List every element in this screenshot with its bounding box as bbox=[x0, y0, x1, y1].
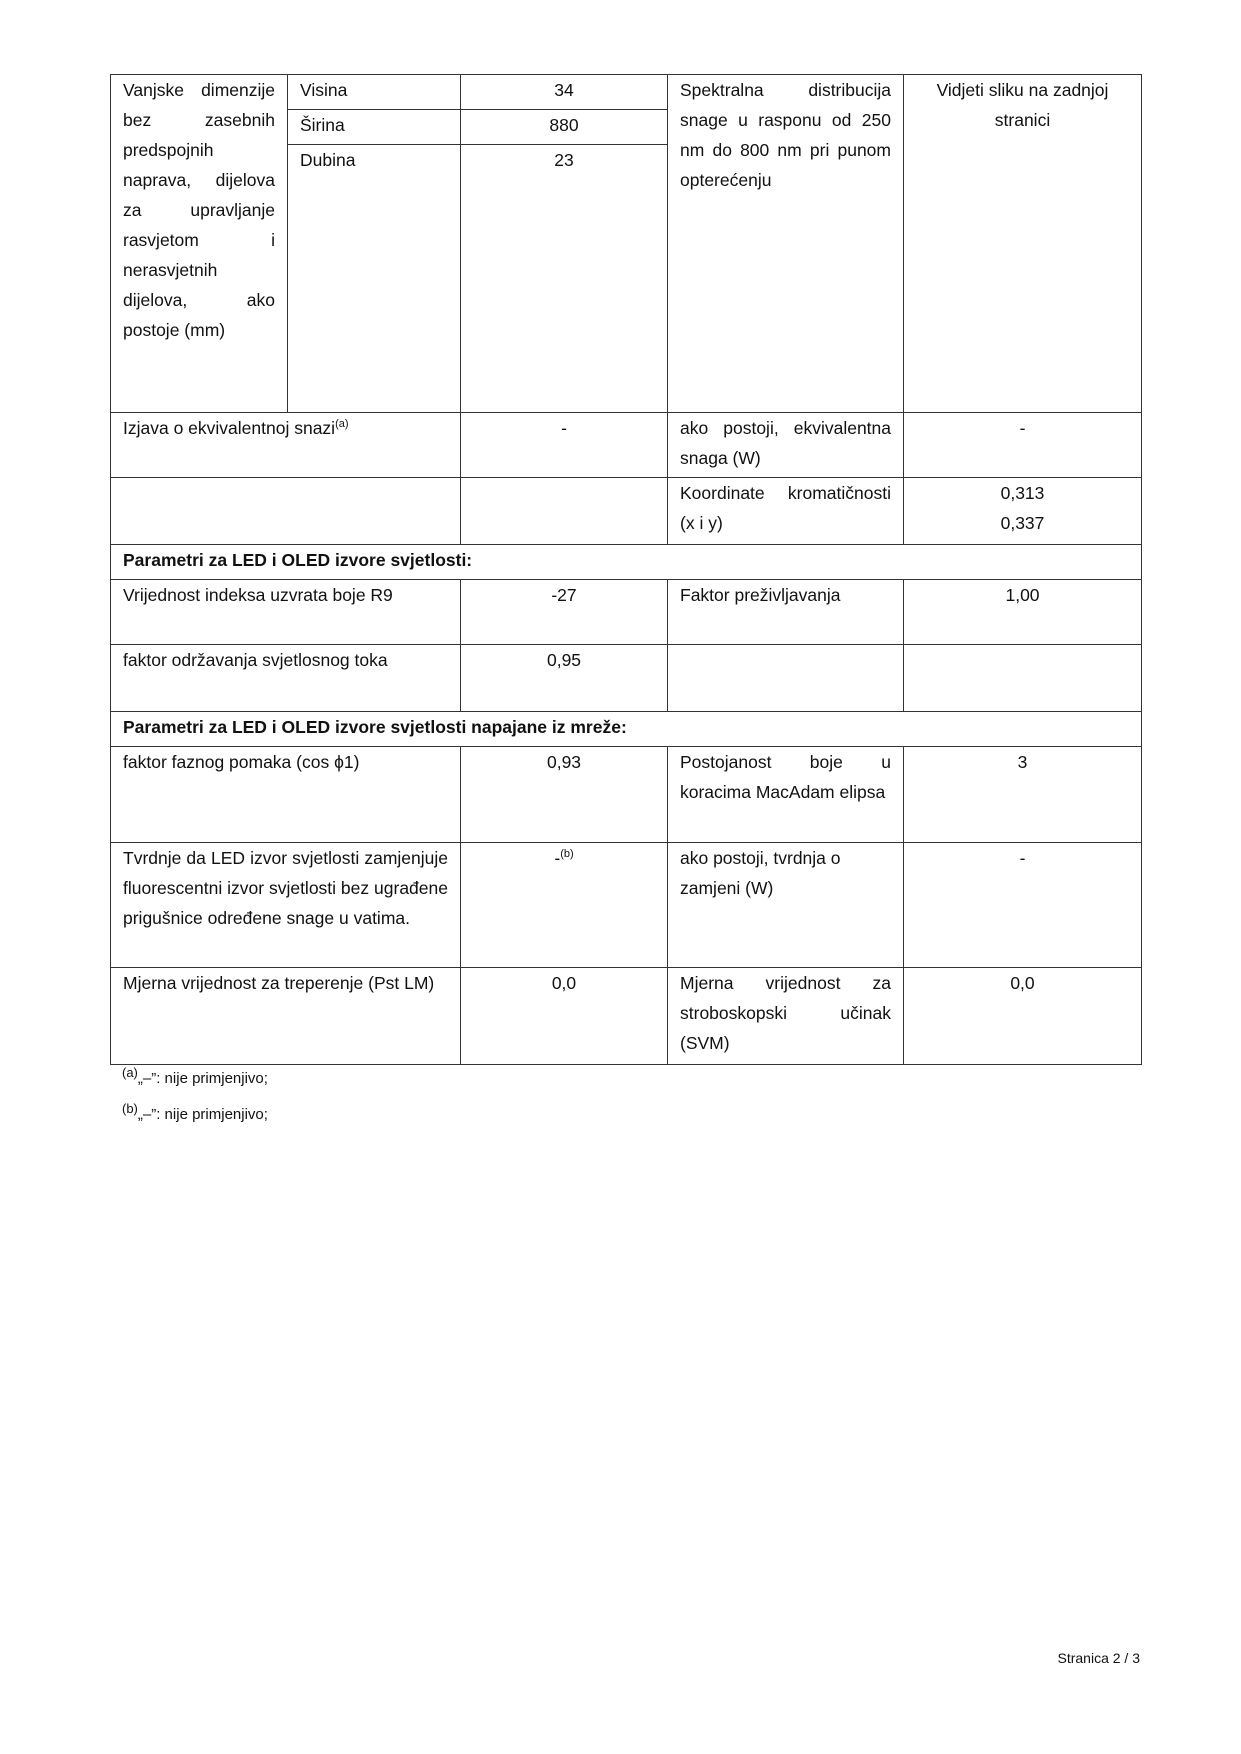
empty-cell bbox=[110, 477, 461, 545]
width-value: 880 bbox=[460, 109, 668, 145]
section-heading-mains: Parametri za LED i OLED izvore svjetlost… bbox=[110, 711, 1142, 747]
section-heading-led: Parametri za LED i OLED izvore svjetlost… bbox=[110, 544, 1142, 580]
depth-label: Dubina bbox=[287, 144, 461, 413]
flicker-label: Mjerna vrijednost za treperenje (Pst LM) bbox=[110, 967, 461, 1065]
product-info-table: Vanjske dimenzije bez zasebnih predspojn… bbox=[110, 74, 1142, 1065]
chroma-x: 0,313 bbox=[1000, 483, 1045, 503]
footnote-text: „–”: nije primjenjivo; bbox=[137, 1106, 268, 1123]
cos-label: faktor faznog pomaka (cos ϕ1) bbox=[110, 746, 461, 843]
survival-value: 1,00 bbox=[903, 579, 1142, 645]
macadam-value: 3 bbox=[903, 746, 1142, 843]
equiv-label-cell: Izjava o ekvivalentnoj snazi(a) bbox=[110, 412, 461, 478]
macadam-label: Postojanost boje u koracima MacAdam elip… bbox=[667, 746, 904, 843]
footnote-ref-b: (b) bbox=[560, 848, 574, 860]
claim-value2: - bbox=[903, 842, 1142, 968]
height-label: Visina bbox=[287, 74, 461, 110]
chroma-y: 0,337 bbox=[1000, 513, 1045, 533]
equiv-label: Izjava o ekvivalentnoj snazi bbox=[123, 418, 336, 438]
lumen-label: faktor održavanja svjetlosnog toka bbox=[110, 644, 461, 712]
footnote-b: (b)„–”: nije primjenjivo; bbox=[122, 1102, 268, 1123]
claim-label: Tvrdnje da LED izvor svjetlosti zamjenju… bbox=[110, 842, 461, 968]
spectral-label: Spektralna distribucija snage u rasponu … bbox=[667, 74, 904, 413]
chroma-values: 0,313 0,337 bbox=[903, 477, 1142, 545]
empty-cell bbox=[903, 644, 1142, 712]
empty-cell bbox=[460, 477, 668, 545]
claim-value: - bbox=[554, 848, 561, 868]
height-value: 34 bbox=[460, 74, 668, 110]
claim-value-cell: -(b) bbox=[460, 842, 668, 968]
width-label: Širina bbox=[287, 109, 461, 145]
footnote-a: (a)„–”: nije primjenjivo; bbox=[122, 1066, 268, 1087]
flicker-value: 0,0 bbox=[460, 967, 668, 1065]
empty-cell bbox=[667, 644, 904, 712]
footnote-mark: (b) bbox=[122, 1101, 138, 1116]
stroboscopic-value: 0,0 bbox=[903, 967, 1142, 1065]
r9-label: Vrijednost indeksa uzvrata boje R9 bbox=[110, 579, 461, 645]
claim-label2: ako postoji, tvrdnja o zamjeni (W) bbox=[667, 842, 904, 968]
chroma-label: Koordinate kromatičnosti (x i y) bbox=[667, 477, 904, 545]
footnote-text: „–”: nije primjenjivo; bbox=[137, 1070, 268, 1087]
footnote-ref-a: (a) bbox=[335, 418, 349, 430]
r9-value: -27 bbox=[460, 579, 668, 645]
equiv-value: - bbox=[460, 412, 668, 478]
cos-value: 0,93 bbox=[460, 746, 668, 843]
depth-value: 23 bbox=[460, 144, 668, 413]
spectral-value: Vidjeti sliku na zadnjoj stranici bbox=[903, 74, 1142, 413]
dimensions-label: Vanjske dimenzije bez zasebnih predspojn… bbox=[110, 74, 288, 413]
footnote-mark: (a) bbox=[122, 1065, 138, 1080]
stroboscopic-label: Mjerna vrijednost za stroboskopski učina… bbox=[667, 967, 904, 1065]
equiv-label2: ako postoji, ekvivalentna snaga (W) bbox=[667, 412, 904, 478]
equiv-value2: - bbox=[903, 412, 1142, 478]
survival-label: Faktor preživljavanja bbox=[667, 579, 904, 645]
lumen-value: 0,95 bbox=[460, 644, 668, 712]
page-number: Stranica 2 / 3 bbox=[1057, 1650, 1141, 1666]
